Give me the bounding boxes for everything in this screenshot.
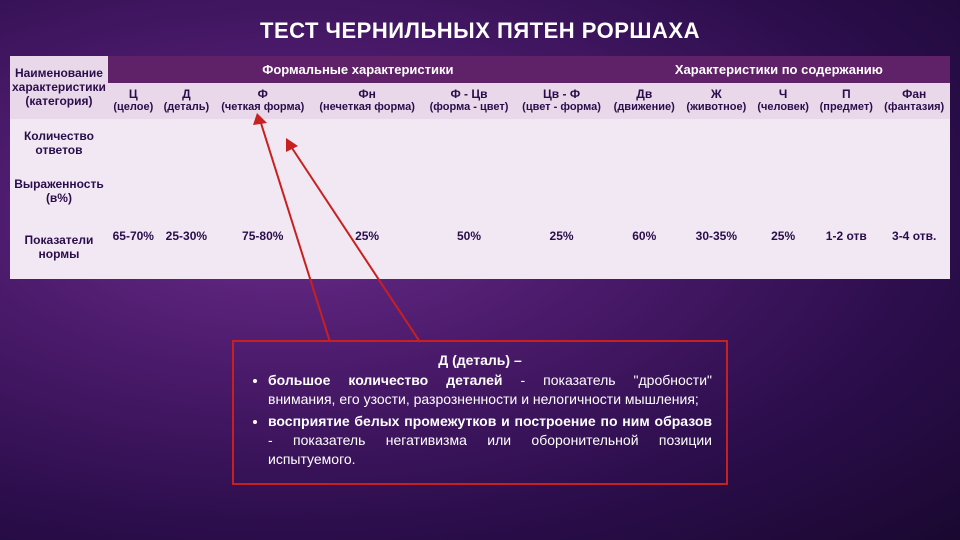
corner-label: Наименование характеристики (категория): [10, 56, 108, 119]
col-header: Цв - Ф(цвет - форма): [515, 83, 608, 119]
norm-cell: 25%: [311, 215, 422, 279]
col-header: П(предмет): [814, 83, 878, 119]
norm-cell: 50%: [423, 215, 516, 279]
row-norms: Показатели нормы 65-70% 25-30% 75-80% 25…: [10, 215, 950, 279]
callout-box: Д (деталь) – большое количество деталей …: [232, 340, 728, 485]
norm-cell: 1-2 отв: [814, 215, 878, 279]
col-header: Ч(человек): [752, 83, 814, 119]
col-header: Ц(целое): [108, 83, 159, 119]
col-header: Фн(нечеткая форма): [311, 83, 422, 119]
col-header: Ф - Цв(форма - цвет): [423, 83, 516, 119]
norm-cell: 3-4 отв.: [878, 215, 950, 279]
norm-cell: 25%: [515, 215, 608, 279]
norm-cell: 60%: [608, 215, 681, 279]
norm-cell: 25%: [752, 215, 814, 279]
col-header: Д(деталь): [159, 83, 214, 119]
norm-cell: 65-70%: [108, 215, 159, 279]
row-label-count: Количество ответов: [10, 119, 108, 167]
row-label-severity: Выраженность (в%): [10, 167, 108, 215]
norm-cell: 25-30%: [159, 215, 214, 279]
callout-list: большое количество деталей - показатель …: [248, 371, 712, 468]
callout-lead: Д (деталь) –: [248, 352, 712, 368]
col-header: Фан(фантазия): [878, 83, 950, 119]
col-header: Ж(животное): [681, 83, 752, 119]
table-container: Наименование характеристики (категория) …: [10, 56, 950, 279]
col-header: Дв(движение): [608, 83, 681, 119]
group-header-content: Характеристики по содержанию: [608, 56, 950, 83]
row-label-norms: Показатели нормы: [10, 215, 108, 279]
row-count: Количество ответов: [10, 119, 950, 167]
column-headers-row: Ц(целое) Д(деталь) Ф(четкая форма) Фн(не…: [10, 83, 950, 119]
group-header-formal: Формальные характеристики: [108, 56, 608, 83]
col-header: Ф(четкая форма): [214, 83, 311, 119]
row-severity: Выраженность (в%): [10, 167, 950, 215]
page-title: ТЕСТ ЧЕРНИЛЬНЫХ ПЯТЕН РОРШАХА: [0, 0, 960, 56]
norm-cell: 75-80%: [214, 215, 311, 279]
norm-cell: 30-35%: [681, 215, 752, 279]
callout-item: большое количество деталей - показатель …: [268, 371, 712, 409]
callout-item: восприятие белых промежутков и построени…: [268, 412, 712, 469]
rorschach-table: Наименование характеристики (категория) …: [10, 56, 950, 279]
